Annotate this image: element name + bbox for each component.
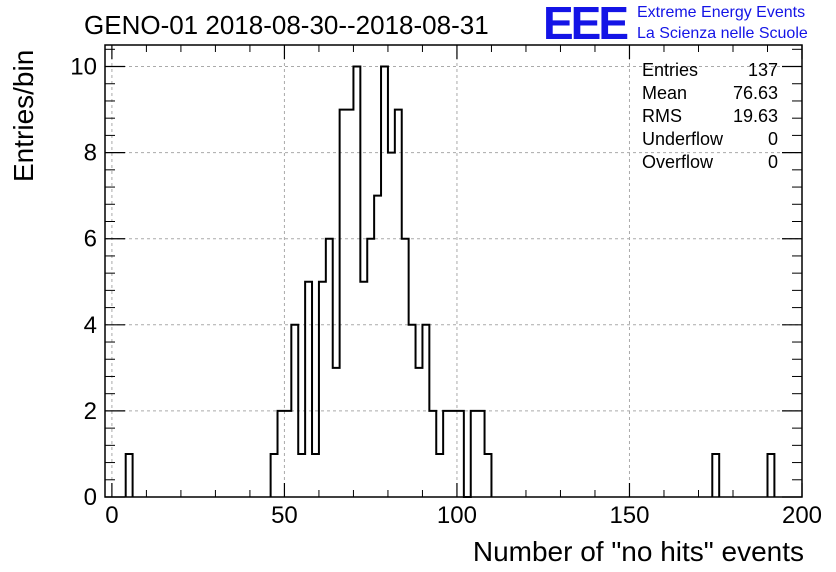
histogram-bin	[485, 454, 492, 497]
histogram-bin	[767, 454, 774, 497]
stat-value: 137	[747, 60, 778, 80]
brand-line-2: La Scienza nelle Scuole	[637, 25, 808, 42]
histogram-bin	[305, 282, 312, 497]
histogram-bin	[291, 325, 298, 497]
histogram-bin	[395, 110, 402, 497]
histogram-bin	[416, 368, 423, 497]
x-axis-label: Number of "no hits" events	[472, 536, 804, 567]
y-tick-label: 2	[84, 398, 97, 425]
histogram-bin	[436, 454, 443, 497]
histogram-bin	[457, 411, 464, 497]
plot-frame	[104, 44, 803, 498]
histogram-series	[124, 65, 776, 498]
histogram-bin	[422, 325, 429, 497]
y-axis-label: Entries/bin	[8, 49, 39, 182]
histogram-step-line	[711, 452, 721, 497]
eee-logo: EEE	[543, 0, 629, 49]
histogram-bin	[478, 411, 485, 497]
histogram-bin	[126, 454, 133, 497]
histogram-bin	[409, 325, 416, 497]
stat-label: RMS	[642, 106, 682, 126]
histogram-bin	[333, 368, 340, 497]
stat-value: 0	[767, 129, 778, 149]
histogram-step-line	[766, 452, 776, 497]
histogram-bin	[443, 411, 450, 497]
histogram-bin	[388, 153, 395, 497]
stat-label: Overflow	[642, 152, 714, 172]
histogram-bin	[319, 282, 326, 497]
histogram-bin	[284, 411, 291, 497]
chart-title: GENO-01 2018-08-30--2018-08-31	[84, 10, 489, 40]
stats-rms: RMS 19.63	[642, 105, 778, 127]
axis-ticks	[105, 45, 803, 498]
histogram-bin	[278, 411, 285, 497]
y-tick-label: 8	[84, 140, 97, 167]
y-tick-label: 0	[84, 484, 97, 511]
histogram-bin	[360, 282, 367, 497]
histogram-bin	[340, 110, 347, 497]
x-tick-label: 0	[105, 502, 118, 529]
x-tick-label: 50	[271, 502, 298, 529]
histogram-bin	[312, 454, 319, 497]
histogram-bin	[381, 67, 388, 497]
stat-value: 76.63	[732, 83, 778, 103]
stat-value: 0	[767, 152, 778, 172]
histogram-bin	[374, 196, 381, 497]
brand-line-1: Extreme Energy Events	[637, 4, 806, 21]
stat-label: Mean	[642, 83, 688, 103]
y-tick-label: 10	[70, 54, 97, 81]
histogram-bin	[450, 411, 457, 497]
histogram-step-line	[269, 65, 493, 498]
histogram-bin	[402, 239, 409, 497]
histogram-bin	[367, 239, 374, 497]
y-tick-label: 4	[84, 312, 97, 339]
x-tick-label: 100	[437, 502, 477, 529]
histogram-bin	[471, 411, 478, 497]
histogram-bin	[353, 67, 360, 497]
histogram-bin	[347, 110, 354, 497]
histogram-step-line	[124, 452, 134, 497]
y-tick-label: 6	[84, 226, 97, 253]
histogram-bin	[429, 411, 436, 497]
stat-label: Underflow	[642, 129, 724, 149]
stats-underflow: Underflow 0	[642, 128, 778, 150]
axis-tick-labels: 0 50 100 150 200 0 2 4 6 8 10	[70, 54, 822, 529]
stats-mean: Mean 76.63	[642, 82, 778, 104]
stat-label: Entries	[642, 60, 699, 80]
stat-value: 19.63	[732, 106, 778, 126]
x-tick-label: 200	[782, 502, 822, 529]
x-tick-label: 150	[609, 502, 649, 529]
stats-overflow: Overflow 0	[642, 151, 778, 173]
histogram-bin	[298, 454, 305, 497]
histogram-bin	[271, 454, 278, 497]
stats-entries: Entries 137	[642, 59, 778, 81]
histogram-bin	[712, 454, 719, 497]
histogram-bin	[326, 239, 333, 497]
